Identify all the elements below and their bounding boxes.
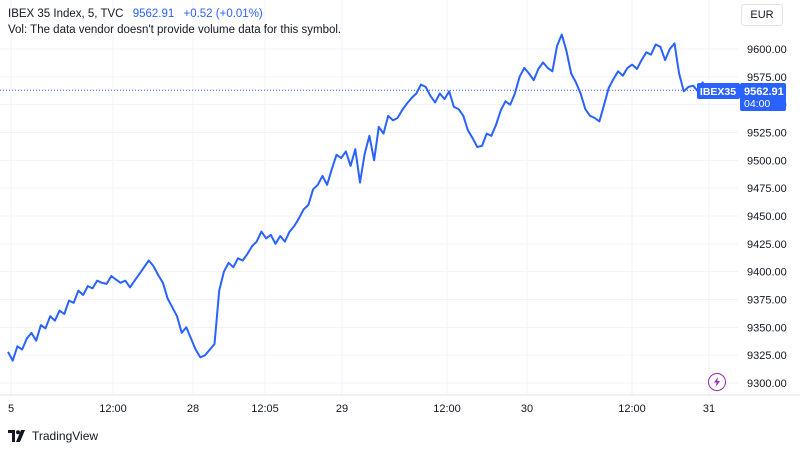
price-series-line <box>7 33 712 362</box>
last-price-tag <box>740 83 786 111</box>
x-tick-label: 12:00 <box>99 403 127 415</box>
lightning-icon[interactable] <box>708 373 726 391</box>
volume-note: Vol: The data vendor doesn't provide vol… <box>8 24 342 36</box>
x-tick-label: 12:05 <box>251 403 279 415</box>
y-tick-label: 9325.00 <box>747 350 787 362</box>
ticker-tag <box>697 83 740 99</box>
y-tick-label: 9450.00 <box>747 211 787 223</box>
y-tick-label: 9400.00 <box>747 267 787 279</box>
tradingview-logo-icon <box>8 430 25 442</box>
y-tick-label: 9600.00 <box>747 44 787 56</box>
x-axis[interactable]: 5 12:00 28 12:05 29 12:00 30 12:00 31 <box>8 403 715 415</box>
symbol-label[interactable]: IBEX 35 Index, 5, TVC <box>8 8 124 20</box>
chart-grid <box>0 0 800 396</box>
y-tick-label: 9500.00 <box>747 155 787 167</box>
last-price-value: 9562.91 <box>744 86 784 98</box>
x-tick-label: 31 <box>703 403 715 415</box>
y-tick-label: 9525.00 <box>747 128 787 140</box>
x-tick-label: 30 <box>521 403 533 415</box>
chart-legend: IBEX 35 Index, 5, TVC 9562.91 +0.52 (+0.… <box>8 6 263 22</box>
y-tick-label: 9425.00 <box>747 239 787 251</box>
x-tick-label: 29 <box>336 403 348 415</box>
y-tick-label: 9300.00 <box>747 378 787 390</box>
footer: TradingView <box>8 429 98 443</box>
x-tick-label: 12:00 <box>618 403 646 415</box>
change-value: +0.52 (+0.01%) <box>183 8 263 20</box>
currency-selector[interactable]: EUR <box>741 4 783 26</box>
tradingview-brand[interactable]: TradingView <box>32 429 99 443</box>
x-tick-label: 5 <box>8 403 14 415</box>
last-value: 9562.91 <box>132 8 175 20</box>
bar-countdown: 04:00 <box>744 98 770 110</box>
x-tick-label: 28 <box>187 403 199 415</box>
y-tick-label: 9350.00 <box>747 322 787 334</box>
y-tick-label: 9475.00 <box>747 183 787 195</box>
price-badge: IBEX35 9562.91 04:00 <box>697 83 786 111</box>
y-tick-label: 9575.00 <box>747 72 787 84</box>
ticker-tag-label: IBEX35 <box>700 86 736 98</box>
y-tick-label: 9375.00 <box>747 295 787 307</box>
x-tick-label: 12:00 <box>433 403 461 415</box>
